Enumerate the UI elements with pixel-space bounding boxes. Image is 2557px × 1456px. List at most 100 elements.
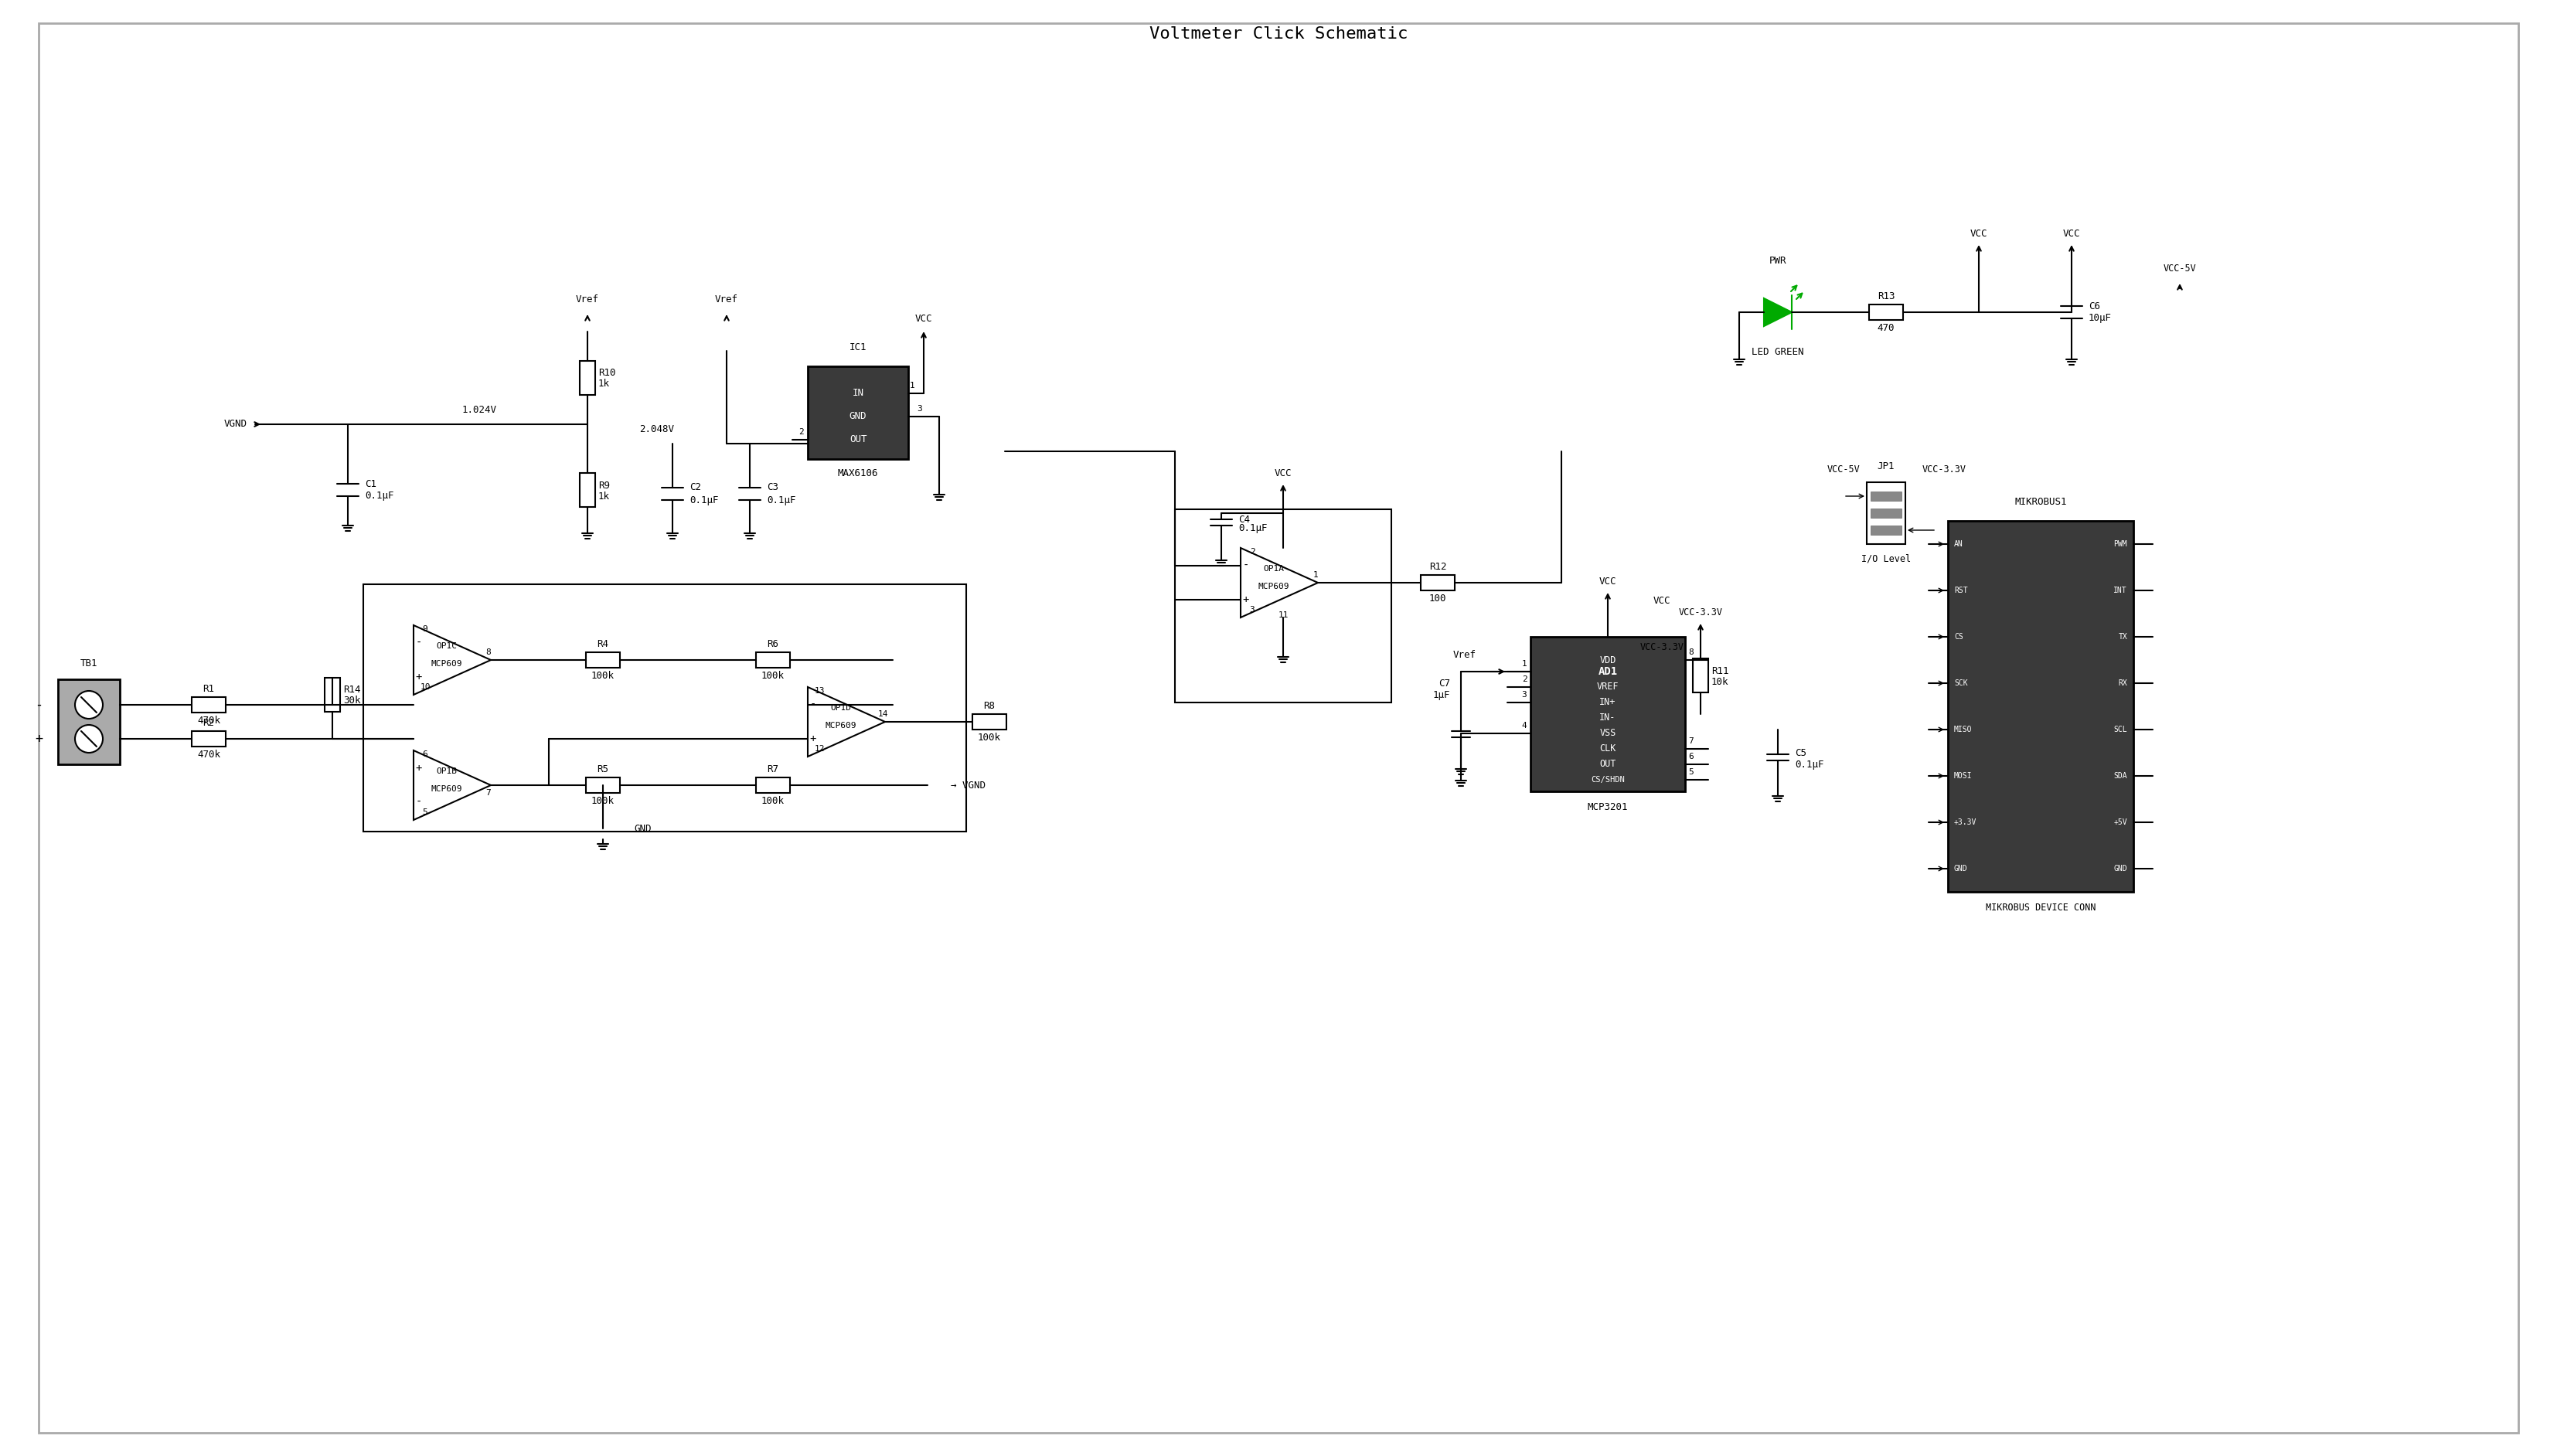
Text: 0.1μF: 0.1μF [690, 495, 719, 505]
Text: 5: 5 [422, 808, 427, 817]
Text: PWR: PWR [1769, 256, 1787, 266]
Text: 100k: 100k [762, 796, 785, 807]
Text: → VGND: → VGND [951, 780, 984, 791]
Text: VDD: VDD [1601, 655, 1616, 665]
Text: GND: GND [2115, 865, 2127, 872]
Text: C7: C7 [1440, 678, 1450, 689]
Text: 0.1μF: 0.1μF [767, 495, 795, 505]
Text: 1: 1 [1312, 571, 1319, 579]
Bar [1867, 482, 1905, 545]
Text: GND: GND [1954, 865, 1969, 872]
Text: VSS: VSS [1601, 728, 1616, 738]
Polygon shape [1764, 298, 1792, 326]
Text: 1.024V: 1.024V [463, 405, 496, 415]
Text: VCC: VCC [1654, 596, 1670, 606]
Text: 8: 8 [1688, 648, 1693, 657]
Text: 470k: 470k [197, 750, 220, 760]
Text: 100k: 100k [762, 671, 785, 681]
Text: R6: R6 [767, 639, 780, 649]
Text: CS/SHDN: CS/SHDN [1590, 776, 1624, 783]
Text: AN: AN [1954, 540, 1964, 547]
Text: OP1D: OP1D [831, 705, 851, 712]
Text: 470: 470 [1877, 323, 1895, 333]
Text: MISO: MISO [1954, 725, 1971, 734]
Text: -: - [417, 796, 422, 808]
Text: R14: R14 [343, 686, 361, 695]
Text: C4: C4 [1238, 514, 1250, 524]
Bar [1948, 521, 2133, 893]
Bar [580, 473, 596, 507]
Text: +: + [417, 763, 422, 773]
Text: C2: C2 [690, 482, 701, 492]
Bar [586, 652, 619, 668]
Text: 100k: 100k [591, 671, 614, 681]
Bar [1532, 636, 1685, 792]
Text: 12: 12 [813, 745, 823, 753]
Text: INT: INT [2115, 587, 2127, 594]
Text: PWM: PWM [2115, 540, 2127, 547]
Text: OUT: OUT [1601, 759, 1616, 769]
Text: OP1B: OP1B [437, 767, 458, 775]
Text: 13: 13 [813, 687, 823, 695]
Bar [1693, 658, 1708, 693]
Bar [972, 713, 1007, 729]
Text: 0.1μF: 0.1μF [1795, 759, 1823, 769]
Text: 2: 2 [1250, 547, 1255, 556]
Text: R4: R4 [598, 639, 609, 649]
Text: GND: GND [849, 412, 867, 422]
Text: 1k: 1k [598, 379, 611, 389]
Text: 1k: 1k [598, 491, 611, 501]
Text: MCP609: MCP609 [432, 785, 463, 794]
Text: 470k: 470k [197, 716, 220, 725]
Text: +: + [36, 732, 43, 745]
Polygon shape [414, 625, 491, 695]
Text: GND: GND [634, 824, 652, 833]
Text: VCC-5V: VCC-5V [1828, 464, 1859, 475]
Bar [1422, 575, 1455, 591]
Text: Vref: Vref [1452, 649, 1475, 660]
Text: C6: C6 [2089, 301, 2099, 312]
Text: 3: 3 [1521, 692, 1527, 699]
Text: 4: 4 [1521, 722, 1527, 729]
Bar [59, 680, 120, 764]
Text: IN-: IN- [1601, 713, 1616, 724]
Text: 10: 10 [419, 683, 430, 692]
Text: 3: 3 [1250, 606, 1255, 613]
Text: 1μF: 1μF [1432, 690, 1450, 700]
Text: -: - [1243, 561, 1250, 571]
Circle shape [74, 692, 102, 719]
Bar [1872, 526, 1902, 534]
Text: VCC-3.3V: VCC-3.3V [1923, 464, 1966, 475]
Text: C5: C5 [1795, 748, 1805, 757]
Polygon shape [1240, 547, 1317, 617]
Bar [1872, 492, 1902, 501]
Text: +: + [417, 671, 422, 683]
Text: CS: CS [1954, 633, 1964, 641]
Text: 11: 11 [1278, 612, 1289, 619]
Polygon shape [808, 687, 885, 757]
Text: +3.3V: +3.3V [1954, 818, 1977, 826]
Text: 0.1μF: 0.1μF [366, 491, 394, 501]
Text: IN+: IN+ [1601, 697, 1616, 708]
Bar [1174, 510, 1391, 702]
Text: RX: RX [2117, 680, 2127, 687]
Text: LED GREEN: LED GREEN [1752, 347, 1803, 357]
Text: -: - [811, 699, 816, 711]
Text: R5: R5 [598, 764, 609, 775]
Text: R12: R12 [1429, 562, 1447, 572]
Text: VCC: VCC [2063, 229, 2081, 239]
Text: Vref: Vref [716, 294, 739, 304]
Text: 3: 3 [918, 405, 923, 412]
Text: MAX6106: MAX6106 [839, 469, 877, 479]
Text: VCC: VCC [1969, 229, 1987, 239]
Text: 7: 7 [1688, 737, 1693, 745]
Text: MOSI: MOSI [1954, 772, 1971, 780]
Text: TX: TX [2117, 633, 2127, 641]
Circle shape [74, 725, 102, 753]
Text: RST: RST [1954, 587, 1969, 594]
Text: VCC-3.3V: VCC-3.3V [1639, 642, 1685, 652]
Text: Voltmeter Click Schematic: Voltmeter Click Schematic [1148, 26, 1409, 42]
Text: MIKROBUS1: MIKROBUS1 [2015, 496, 2066, 507]
Text: 100k: 100k [977, 732, 1000, 743]
Text: 7: 7 [486, 789, 491, 796]
